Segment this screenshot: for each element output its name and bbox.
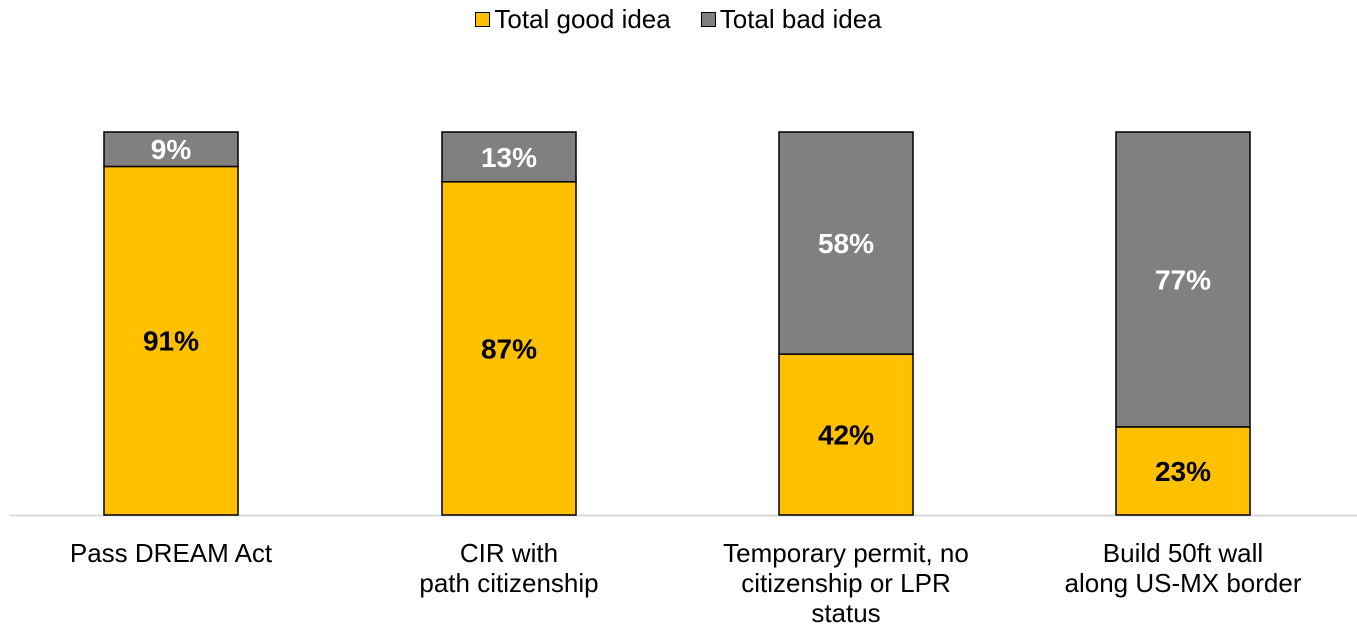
data-label-bad-3: 77%: [1155, 264, 1211, 295]
legend-label-bad: Total bad idea: [719, 4, 882, 34]
bar-bad-0: [103, 131, 239, 168]
category-label-3: Build 50ft wall along US-MX border: [1064, 538, 1302, 598]
bar-bad-2: [778, 131, 914, 355]
legend-swatch-bad: [700, 11, 716, 27]
bar-bad-3: [1115, 131, 1251, 428]
data-label-good-1: 87%: [481, 333, 537, 364]
legend-swatch-good: [475, 11, 491, 27]
data-label-good-0: 91%: [143, 326, 199, 357]
bar-good-0: [103, 165, 239, 516]
data-label-bad-2: 58%: [818, 228, 874, 259]
legend-item-bad: Total bad idea: [700, 4, 882, 34]
data-label-good-2: 42%: [818, 420, 874, 451]
data-label-bad-1: 13%: [481, 142, 537, 173]
chart-legend: Total good idea Total bad idea: [0, 4, 1357, 34]
legend-item-good: Total good idea: [475, 4, 671, 34]
bar-bad-1: [441, 131, 577, 183]
bar-good-1: [441, 181, 577, 516]
category-label-1: CIR with path citizenship: [419, 538, 599, 598]
legend-label-good: Total good idea: [494, 4, 671, 34]
bar-good-3: [1115, 426, 1251, 516]
data-label-good-3: 23%: [1155, 456, 1211, 487]
category-label-0: Pass DREAM Act: [69, 538, 273, 568]
data-label-bad-0: 9%: [151, 134, 192, 165]
bar-good-2: [778, 353, 914, 516]
category-label-2: Temporary permit, no citizenship or LPR …: [723, 538, 969, 628]
